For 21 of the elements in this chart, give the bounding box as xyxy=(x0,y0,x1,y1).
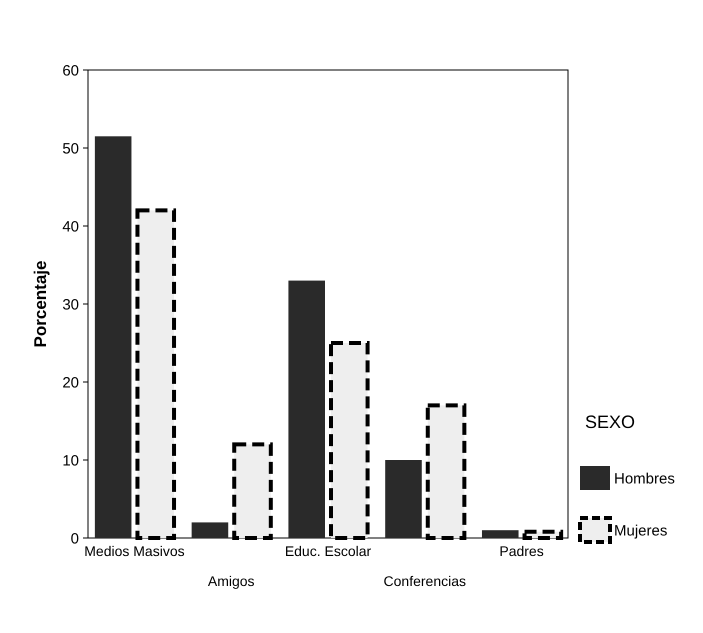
y-tick-label: 50 xyxy=(62,140,79,158)
x-tick-label: Medios Masivos xyxy=(84,543,185,559)
bar xyxy=(94,136,132,538)
y-tick-label: 0 xyxy=(70,530,79,548)
bar xyxy=(288,280,325,538)
legend-label: Mujeres xyxy=(614,522,668,540)
y-tick-label: 20 xyxy=(62,374,79,392)
y-tick-label: 60 xyxy=(62,62,79,80)
legend-title: SEXO xyxy=(584,412,636,432)
y-axis-title: Porcentaje xyxy=(31,260,50,348)
y-tick-label: 40 xyxy=(62,218,79,236)
y-tick-label: 10 xyxy=(62,452,79,470)
x-tick-label: Educ. Escolar xyxy=(284,543,372,559)
x-tick-label: Padres xyxy=(499,543,544,559)
bar xyxy=(385,460,422,538)
y-tick-label: 30 xyxy=(62,296,79,314)
x-tick-label: Amigos xyxy=(208,573,255,589)
x-tick-label: Conferencias xyxy=(384,573,466,589)
legend-label: Hombres xyxy=(614,470,675,488)
bar xyxy=(192,522,228,538)
bar xyxy=(482,530,519,538)
